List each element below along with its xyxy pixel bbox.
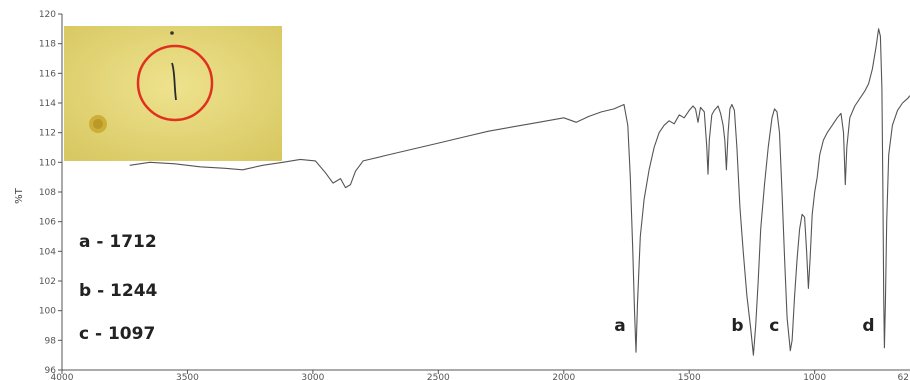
peak-label-c: c [769,316,779,336]
y-tick-label: 104 [39,247,56,257]
photo-stain-core [93,119,103,129]
y-tick-label: 100 [39,307,56,317]
x-ticks-group: 4000 3500 3000 2500 2000 1500 1000 62 [51,370,909,380]
peak-labels-group: a b c d [614,316,874,336]
y-tick-label: 116 [39,69,56,79]
spectrum-line [129,28,910,356]
series-group [129,28,910,356]
y-ticks-group: 96 98 100 102 104 106 108 110 112 114 116 118 120 [39,10,62,376]
y-tick-label: 96 [45,366,57,376]
x-tick-label: 1500 [678,373,701,380]
peak-label-b: b [731,316,743,336]
y-tick-label: 102 [39,277,56,287]
x-tick-label: 2500 [427,373,450,380]
x-tick-label: 62 [898,373,909,380]
photo-fiber [171,62,177,101]
photo-dot [170,31,174,35]
legend-entry-b: b - 1244 [79,281,158,301]
x-tick-label: 1000 [803,373,826,380]
y-tick-label: 110 [39,158,56,168]
x-tick-label: 3000 [301,373,324,380]
y-tick-label: 120 [39,10,56,20]
x-tick-label: 2000 [552,373,575,380]
photo-background [64,26,282,161]
highlight-circle [136,44,214,122]
peak-label-a: a [614,316,625,336]
peak-label-d: d [862,316,874,336]
y-tick-label: 98 [45,336,57,346]
legend: a - 1712 b - 1244 c - 1097 [79,232,158,344]
y-tick-label: 114 [39,99,56,109]
y-tick-label: 118 [39,40,56,50]
y-tick-label: 106 [39,218,56,228]
legend-entry-c: c - 1097 [79,324,155,344]
y-tick-label: 112 [39,129,56,139]
y-tick-label: 108 [39,188,56,198]
x-tick-label: 4000 [51,373,74,380]
legend-entry-a: a - 1712 [79,232,157,252]
inset-photo [64,26,282,161]
y-axis-label: %T [14,187,25,204]
x-tick-label: 3500 [176,373,199,380]
